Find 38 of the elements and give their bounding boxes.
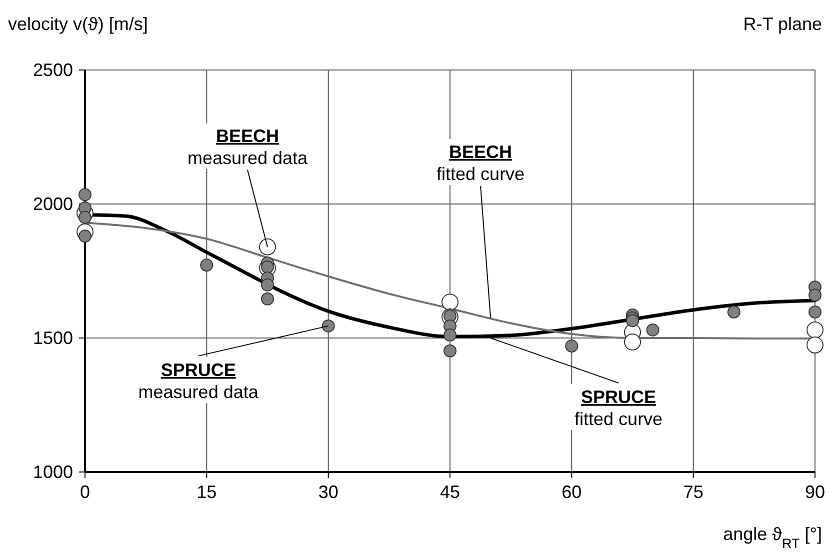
point bbox=[261, 292, 274, 306]
point bbox=[565, 340, 578, 353]
point bbox=[646, 323, 660, 336]
x-axis-title: angle ϑ$_{RT}$ [°] bbox=[723, 524, 822, 550]
y-tick-label: 1000 bbox=[32, 462, 73, 482]
point bbox=[78, 188, 92, 202]
point bbox=[806, 321, 824, 338]
point bbox=[808, 288, 822, 302]
point bbox=[806, 336, 824, 354]
point bbox=[442, 294, 458, 311]
y-tick-label: 1500 bbox=[32, 328, 73, 348]
annotation: BEECH measured data bbox=[187, 126, 309, 168]
x-tick-label: 90 bbox=[804, 482, 826, 502]
annotation: SPRUCE measured data bbox=[138, 360, 260, 402]
x-tick-label: 60 bbox=[562, 482, 582, 502]
point bbox=[259, 238, 276, 256]
point bbox=[624, 334, 641, 351]
y-tick-label: 2500 bbox=[32, 60, 73, 80]
point bbox=[322, 319, 335, 332]
x-tick-label: 0 bbox=[80, 482, 90, 502]
point bbox=[808, 306, 822, 319]
point bbox=[444, 328, 456, 342]
point bbox=[444, 344, 456, 358]
point bbox=[200, 258, 214, 272]
x-tick-label: 15 bbox=[196, 482, 217, 502]
y-tick-label: 2000 bbox=[32, 194, 73, 214]
point bbox=[261, 278, 274, 292]
y-axis-title: velocity v(ϑ) [m/s] bbox=[8, 14, 148, 34]
chart-title: R-T plane bbox=[743, 14, 822, 34]
point bbox=[78, 210, 92, 224]
point bbox=[727, 306, 740, 319]
annotation: SPRUCE fitted curve bbox=[574, 387, 663, 429]
point bbox=[261, 260, 274, 274]
x-tick-label: 30 bbox=[318, 482, 338, 502]
x-tick-label: 45 bbox=[440, 482, 460, 502]
x-tick-label: 75 bbox=[683, 482, 704, 502]
annotation: BEECH fitted curve bbox=[436, 142, 525, 184]
point bbox=[626, 314, 639, 328]
